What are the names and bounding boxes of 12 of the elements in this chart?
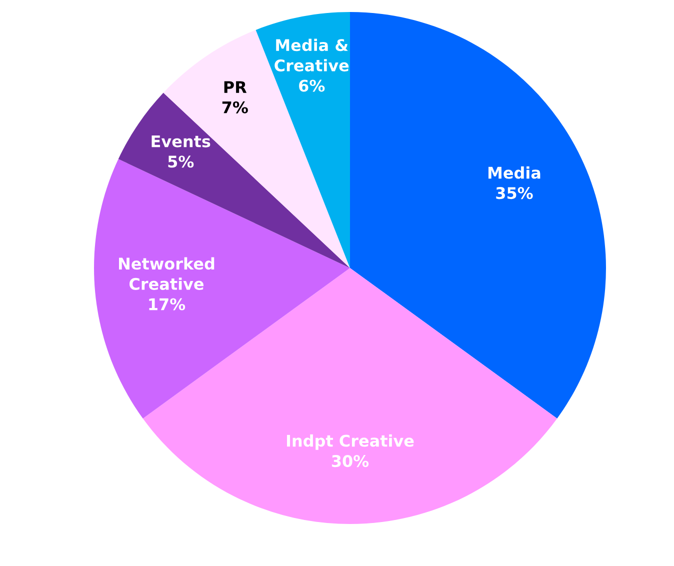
data-label: 7%: [222, 101, 248, 114]
slice-label: Networked Creative: [119, 257, 214, 290]
data-label: 30%: [332, 455, 369, 468]
data-label: 17%: [149, 298, 186, 310]
data-label: 5%: [168, 156, 194, 168]
slice-label: PR: [224, 81, 247, 93]
slice-label: Indpt Creative: [287, 434, 414, 450]
slice-label: Events: [152, 135, 210, 148]
slice-label: Media & Creative: [274, 38, 349, 72]
data-label: 6%: [299, 80, 325, 92]
slice-label: Media: [488, 166, 540, 179]
data-label: 35%: [496, 187, 533, 200]
